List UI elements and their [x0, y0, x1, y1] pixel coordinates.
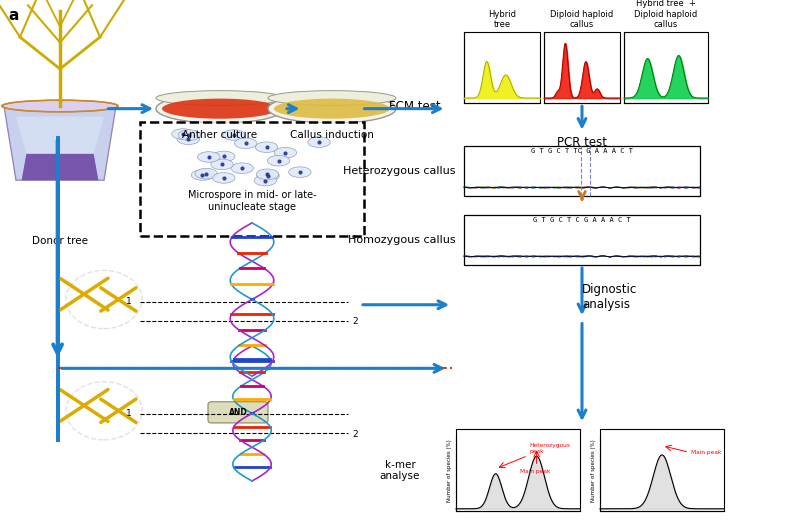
- Text: Diploid haploid
callus: Diploid haploid callus: [550, 10, 614, 29]
- Ellipse shape: [2, 100, 118, 112]
- Text: G T G C T TC G A A A C T: G T G C T TC G A A A C T: [531, 148, 633, 154]
- Ellipse shape: [289, 167, 311, 178]
- Ellipse shape: [211, 159, 234, 170]
- Ellipse shape: [255, 142, 278, 153]
- Text: Microspore in mid- or late-
uninucleate stage: Microspore in mid- or late- uninucleate …: [188, 190, 316, 212]
- Text: Callus induction: Callus induction: [290, 130, 374, 140]
- FancyBboxPatch shape: [624, 32, 708, 103]
- Ellipse shape: [234, 138, 257, 148]
- Text: Heterozygous callus: Heterozygous callus: [343, 166, 456, 176]
- Text: k-mer
analyse: k-mer analyse: [380, 460, 420, 481]
- Text: 2: 2: [352, 317, 358, 326]
- FancyBboxPatch shape: [208, 402, 268, 423]
- Text: Dignostic
analysis: Dignostic analysis: [582, 283, 638, 311]
- Ellipse shape: [198, 152, 220, 162]
- Ellipse shape: [195, 169, 218, 179]
- Ellipse shape: [222, 130, 245, 140]
- Text: AND: AND: [229, 408, 248, 417]
- Text: Main peak: Main peak: [690, 450, 721, 455]
- Text: Homozygous callus: Homozygous callus: [348, 235, 456, 245]
- FancyBboxPatch shape: [464, 146, 700, 196]
- Ellipse shape: [156, 94, 284, 123]
- FancyBboxPatch shape: [140, 122, 364, 236]
- FancyBboxPatch shape: [464, 32, 540, 103]
- Ellipse shape: [213, 173, 235, 183]
- Text: a: a: [8, 8, 18, 23]
- Text: Heterozygous
peak: Heterozygous peak: [529, 443, 570, 454]
- Text: G T G C T C G A A A C T: G T G C T C G A A A C T: [533, 217, 631, 223]
- Text: Hybrid
tree: Hybrid tree: [488, 10, 516, 29]
- Ellipse shape: [156, 91, 284, 105]
- Ellipse shape: [256, 169, 278, 180]
- FancyBboxPatch shape: [544, 32, 620, 103]
- Text: Donor tree: Donor tree: [32, 236, 88, 246]
- FancyBboxPatch shape: [456, 429, 580, 511]
- Polygon shape: [16, 117, 104, 154]
- Ellipse shape: [213, 151, 235, 162]
- Ellipse shape: [268, 94, 396, 123]
- Text: Number of species (%): Number of species (%): [447, 439, 452, 502]
- Text: 2: 2: [352, 430, 358, 438]
- Ellipse shape: [308, 137, 330, 147]
- FancyBboxPatch shape: [600, 429, 724, 511]
- Text: 1: 1: [126, 409, 132, 418]
- Ellipse shape: [191, 170, 214, 180]
- Text: Number of species (%): Number of species (%): [591, 439, 596, 502]
- Ellipse shape: [257, 171, 279, 181]
- Ellipse shape: [254, 175, 277, 186]
- Ellipse shape: [268, 91, 396, 105]
- Text: Hybrid tree  +
Diploid haploid
callus: Hybrid tree + Diploid haploid callus: [634, 0, 698, 29]
- Ellipse shape: [231, 163, 254, 173]
- FancyBboxPatch shape: [464, 215, 700, 265]
- Text: FCM test: FCM test: [389, 100, 440, 112]
- Ellipse shape: [274, 147, 297, 158]
- Ellipse shape: [162, 99, 278, 119]
- Ellipse shape: [267, 155, 290, 166]
- Ellipse shape: [177, 134, 199, 145]
- Polygon shape: [4, 106, 116, 180]
- Text: Anther culture: Anther culture: [182, 130, 258, 140]
- Ellipse shape: [172, 129, 194, 139]
- Text: Main peak: Main peak: [521, 469, 551, 474]
- Ellipse shape: [178, 130, 201, 140]
- Text: PCR test: PCR test: [557, 136, 607, 149]
- Polygon shape: [22, 154, 98, 180]
- Ellipse shape: [274, 99, 390, 119]
- Text: 1: 1: [126, 297, 132, 305]
